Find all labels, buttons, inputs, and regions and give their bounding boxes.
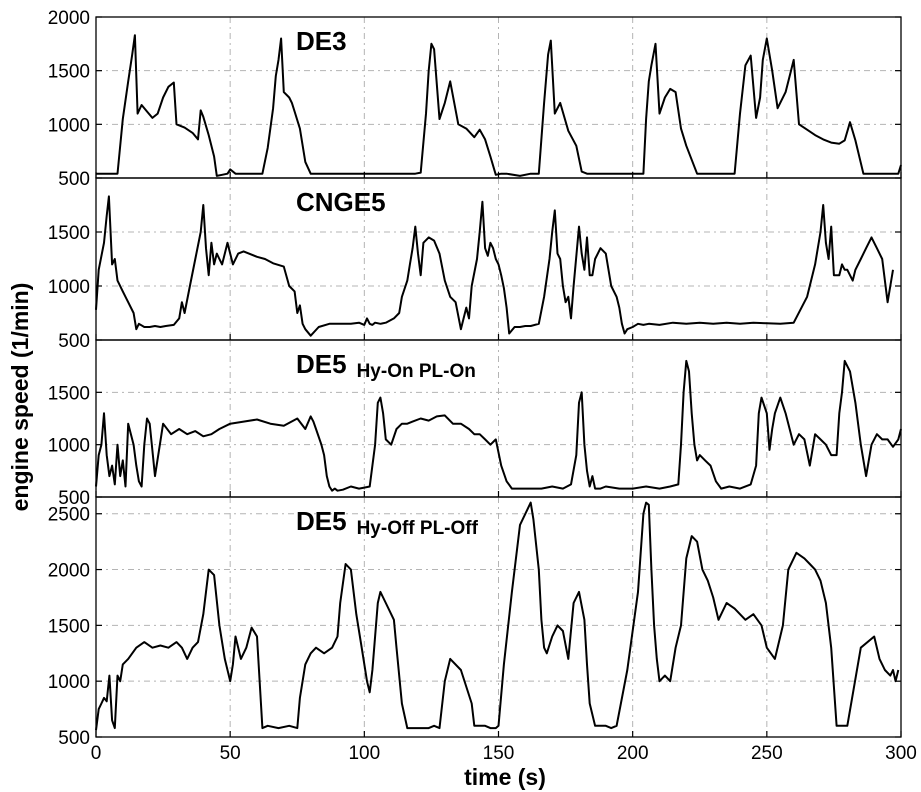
y-tick-label-500: 500 [58,169,90,190]
y-tick-label-1500: 1500 [48,383,90,404]
panel-title-4: DE5 [296,506,347,536]
panel-title-2: CNGE5 [296,187,386,217]
y-axis-title: engine speed (1/min) [7,283,33,512]
y-tick-label-2500: 2500 [48,505,90,526]
panel-1: 500 1000 1500 2000 DE3 [48,8,902,190]
series-line-3 [95,359,902,492]
y-tick-label-1000: 1000 [48,277,90,298]
y-tick-label-500: 500 [58,331,90,352]
y-tick-label-500: 500 [58,728,90,749]
x-tick-label-150: 150 [483,743,515,764]
y-tick-label-500: 500 [58,488,90,509]
x-tick-label-50: 50 [220,743,241,764]
y-tick-label-1000: 1000 [48,672,90,693]
y-tick-label-2000: 2000 [48,561,90,582]
x-tick-label-250: 250 [751,743,783,764]
panel-3: 500 1000 1500 DE5 Hy-On PL-On [48,339,902,509]
chart-panels: 500100015002000DE350010001500CNGE5500100… [48,8,917,764]
x-tick-label-0: 0 [91,743,102,764]
panel-title-1: DE3 [296,26,347,56]
y-tick-label-1500: 1500 [48,616,90,637]
y-tick-label-1500: 1500 [48,223,90,244]
y-tick-label-1500: 1500 [48,62,90,83]
series-line-4 [95,501,900,731]
panel-subtitle-3: Hy-On PL-On [357,361,476,382]
series-line-2 [95,195,894,337]
panel-title-3: DE5 [296,349,347,379]
series-line-1 [96,34,902,177]
y-tick-label-1000: 1000 [48,115,90,136]
x-axis-title: time (s) [464,764,546,790]
panel-2: 500 1000 1500 CNGE5 [48,177,902,352]
panel-subtitle-4: Hy-Off PL-Off [357,518,479,539]
y-tick-label-1000: 1000 [48,436,90,457]
panel-4: 500 1000 1500 2000 2500 DE5 Hy-Off PL-Off [48,496,902,749]
x-tick-label-300: 300 [885,743,917,764]
x-tick-label-100: 100 [348,743,380,764]
y-tick-label-2000: 2000 [48,8,90,29]
x-tick-label-200: 200 [617,743,649,764]
